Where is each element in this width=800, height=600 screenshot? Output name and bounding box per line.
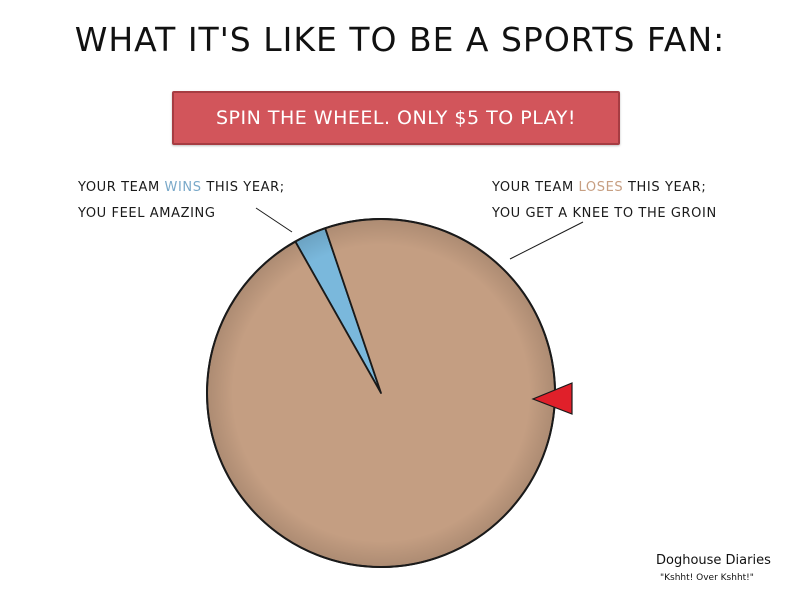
- loses-highlight: LOSES: [578, 180, 624, 195]
- wheel-pointer: [531, 382, 573, 415]
- credit-tagline: "Kshht! Over Kshht!": [660, 573, 754, 583]
- wheel-rim-shade: [207, 219, 555, 567]
- credit-block: Doghouse Diaries "Kshht! Over Kshht!": [656, 551, 786, 585]
- loses-leader-line: [509, 221, 584, 260]
- loses-label-line2: YOU GET A KNEE TO THE GROIN: [492, 206, 717, 221]
- wins-highlight: WINS: [164, 180, 202, 195]
- wins-label-line2: YOU FEEL AMAZING: [78, 206, 216, 221]
- wins-label-line1: YOUR TEAM WINS THIS YEAR;: [78, 180, 285, 195]
- loses-label-line1: YOUR TEAM LOSES THIS YEAR;: [492, 180, 707, 195]
- spin-banner-text: SPIN THE WHEEL. ONLY $5 TO PLAY!: [216, 107, 576, 129]
- page-title: WHAT IT'S LIKE TO BE A SPORTS FAN:: [74, 20, 726, 59]
- wins-leader-line: [255, 207, 293, 233]
- spin-banner: SPIN THE WHEEL. ONLY $5 TO PLAY!: [172, 91, 620, 145]
- loses-label: YOUR TEAM LOSES THIS YEAR; YOU GET A KNE…: [492, 175, 717, 227]
- wins-label: YOUR TEAM WINS THIS YEAR; YOU FEEL AMAZI…: [78, 175, 285, 227]
- credit-name: Doghouse Diaries: [656, 553, 771, 568]
